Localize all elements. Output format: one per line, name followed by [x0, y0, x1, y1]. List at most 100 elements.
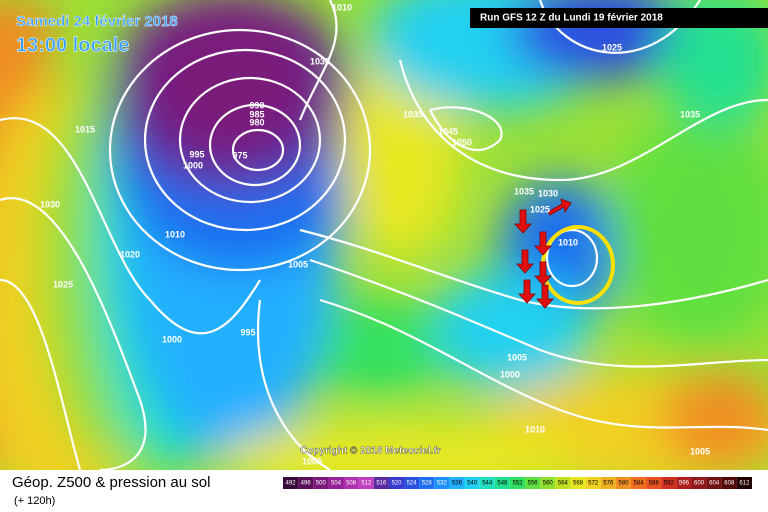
- scale-label: 540: [467, 481, 478, 487]
- isobar-label: 1010: [525, 424, 545, 434]
- isobar-label: 1030: [310, 56, 330, 66]
- scale-label: 492: [286, 481, 297, 487]
- isobar-label: 1010: [332, 2, 352, 12]
- isobar-label: 985: [249, 109, 264, 119]
- scale-label: 608: [724, 481, 735, 487]
- scale-cell: [419, 477, 435, 489]
- scale-cell: [570, 477, 586, 489]
- isobar-label: 1000: [162, 334, 182, 344]
- arrows: [514, 198, 572, 309]
- scale-label: 576: [603, 481, 614, 487]
- isobar-label: 1005: [690, 446, 710, 456]
- scale-cell: [328, 477, 344, 489]
- scale-label: 500: [316, 481, 327, 487]
- scale-label: 604: [709, 481, 720, 487]
- scale-label: 544: [482, 481, 493, 487]
- legend-title: Géop. Z500 & pression au sol: [12, 474, 210, 491]
- scale-label: 552: [512, 481, 523, 487]
- isobar-label: 1045: [438, 126, 458, 136]
- scale-label: 584: [634, 481, 645, 487]
- scale-label: 524: [407, 481, 418, 487]
- scale-label: 580: [618, 481, 629, 487]
- isobar-label: 980: [249, 117, 264, 127]
- lead-time: (+ 120h): [14, 495, 55, 507]
- scale-label: 556: [528, 481, 539, 487]
- scale-label: 600: [694, 481, 705, 487]
- isobar-label: 1000: [183, 160, 203, 170]
- scale-label: 504: [331, 481, 342, 487]
- scale-cell: [298, 477, 314, 489]
- scale-cell: [540, 477, 556, 489]
- scale-cell: [585, 477, 601, 489]
- run-info: Run GFS 12 Z du Lundi 19 février 2018: [480, 13, 663, 24]
- scale-label: 560: [543, 481, 554, 487]
- scale-cell: [313, 477, 329, 489]
- scale-label: 528: [422, 481, 433, 487]
- scale-cell: [358, 477, 374, 489]
- scale-cell: [494, 477, 510, 489]
- isobar-label: 1010: [165, 229, 185, 239]
- scale-cell: [630, 477, 647, 489]
- scale-label: 568: [573, 481, 584, 487]
- isobar-label: 1035: [680, 109, 700, 119]
- scale-label: 596: [679, 481, 690, 487]
- isobar-label: 990: [249, 100, 264, 110]
- scale-cell: [388, 477, 405, 489]
- scale-cell: [706, 477, 722, 489]
- scale-cell: [676, 477, 692, 489]
- scale-cell: [646, 477, 662, 489]
- scale-cell: [434, 477, 450, 489]
- scale-label: 592: [664, 481, 675, 487]
- isobar-label: 1005: [507, 352, 527, 362]
- run-box: [470, 8, 768, 28]
- scale-label: 548: [497, 481, 508, 487]
- isobars: [0, 0, 768, 470]
- scale-label: 508: [346, 481, 357, 487]
- isobar-label: 995: [189, 149, 204, 159]
- isobar-label: 975: [232, 150, 247, 160]
- isobar-label: 1035: [514, 186, 534, 196]
- scale-cell: [615, 477, 631, 489]
- isobar-label: 1010: [558, 237, 578, 247]
- isobar-label: 1005: [288, 259, 308, 269]
- scale-cell: [661, 477, 677, 489]
- scale-label: 532: [437, 481, 448, 487]
- scale-label: 516: [376, 481, 387, 487]
- isobar-label: 1030: [40, 199, 60, 209]
- isobar-label: 995: [240, 327, 255, 337]
- copyright: Copyright © 2018 Meteociel.fr: [300, 446, 441, 457]
- isobar-label: 1025: [53, 279, 73, 289]
- isobar-label: 1020: [120, 249, 140, 259]
- isobar-label: 1035: [403, 109, 423, 119]
- scale-label: 612: [739, 481, 750, 487]
- scale-cell: [525, 477, 541, 489]
- isobar-label: 1025: [602, 42, 622, 52]
- isobar-label: 1030: [538, 188, 558, 198]
- scale-cell: [691, 477, 707, 489]
- local-time: 13:00 locale: [16, 34, 129, 56]
- isobar-label: 1050: [452, 137, 472, 147]
- isobar-label: 1005: [302, 456, 322, 466]
- scale-label: 588: [649, 481, 660, 487]
- scale-cell: [600, 477, 616, 489]
- scale-label: 520: [391, 481, 402, 487]
- scale-cell: [479, 477, 495, 489]
- scale-cell: [283, 477, 299, 489]
- scale-label: 536: [452, 481, 463, 487]
- scale-cell: [343, 477, 359, 489]
- isobar-label: 1025: [530, 204, 550, 214]
- scale-cell: [721, 477, 737, 489]
- scale-label: 512: [361, 481, 372, 487]
- scale-label: 572: [588, 481, 599, 487]
- isobar-label: 1015: [75, 124, 95, 134]
- isobar-label: 1000: [500, 369, 520, 379]
- scale-cell: [555, 477, 571, 489]
- scale-label: 564: [558, 481, 569, 487]
- scale-cell: [404, 477, 420, 489]
- date: Samedi 24 février 2018: [16, 13, 178, 30]
- scale-cell: [464, 477, 480, 489]
- scale-cell: [509, 477, 526, 489]
- scale-cell: [449, 477, 465, 489]
